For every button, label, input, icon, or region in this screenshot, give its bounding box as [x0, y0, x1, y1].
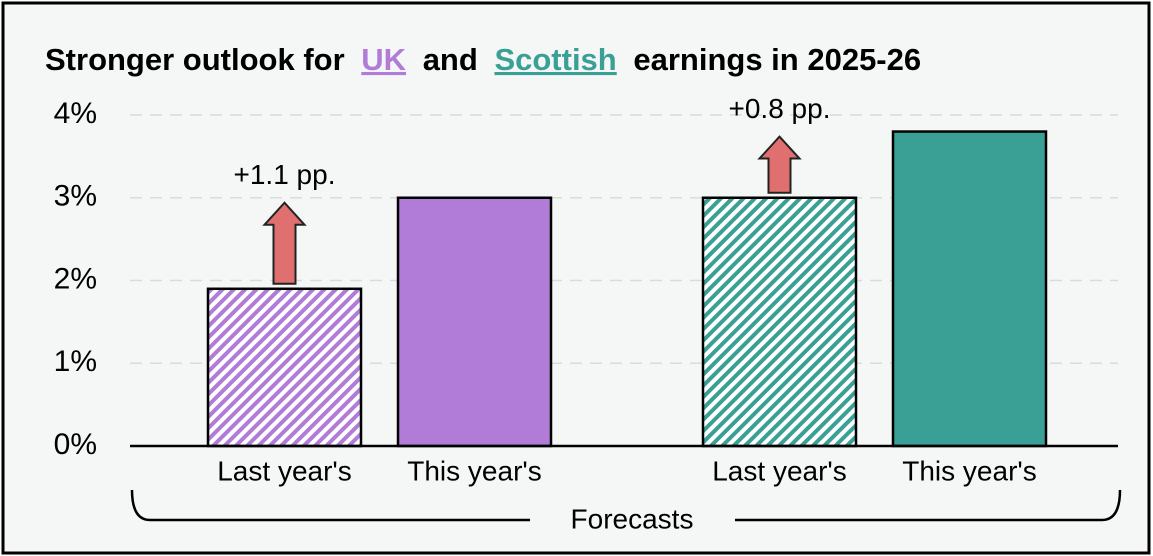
bracket [130, 489, 1122, 522]
annotation: +0.8 pp. [729, 93, 831, 124]
chart-title: Stronger outlook for UK and Scottish ear… [45, 42, 921, 77]
y-tick-label: 1% [54, 345, 97, 378]
x-tick-label: Last year's [217, 455, 352, 486]
y-tick-label: 0% [54, 428, 97, 461]
annotation: +1.1 pp. [234, 159, 336, 190]
title-series: Scottish [494, 42, 616, 77]
change-arrow [262, 201, 307, 285]
bar [206, 287, 363, 448]
x-axis-label: Forecasts [571, 503, 694, 534]
y-tick-label: 2% [54, 262, 97, 295]
title-series: UK [361, 42, 406, 77]
bar [891, 130, 1048, 448]
x-tick-label: This year's [407, 455, 542, 486]
x-tick-label: Last year's [712, 455, 847, 486]
bar [701, 196, 858, 448]
title-text: earnings in 2025-26 [633, 42, 921, 77]
title-text: and [423, 42, 478, 77]
y-tick-label: 4% [54, 97, 97, 130]
bar [396, 196, 553, 448]
change-arrow [757, 135, 802, 194]
y-tick-label: 3% [54, 180, 97, 213]
x-tick-label: This year's [902, 455, 1037, 486]
title-text: Stronger outlook for [45, 42, 345, 77]
